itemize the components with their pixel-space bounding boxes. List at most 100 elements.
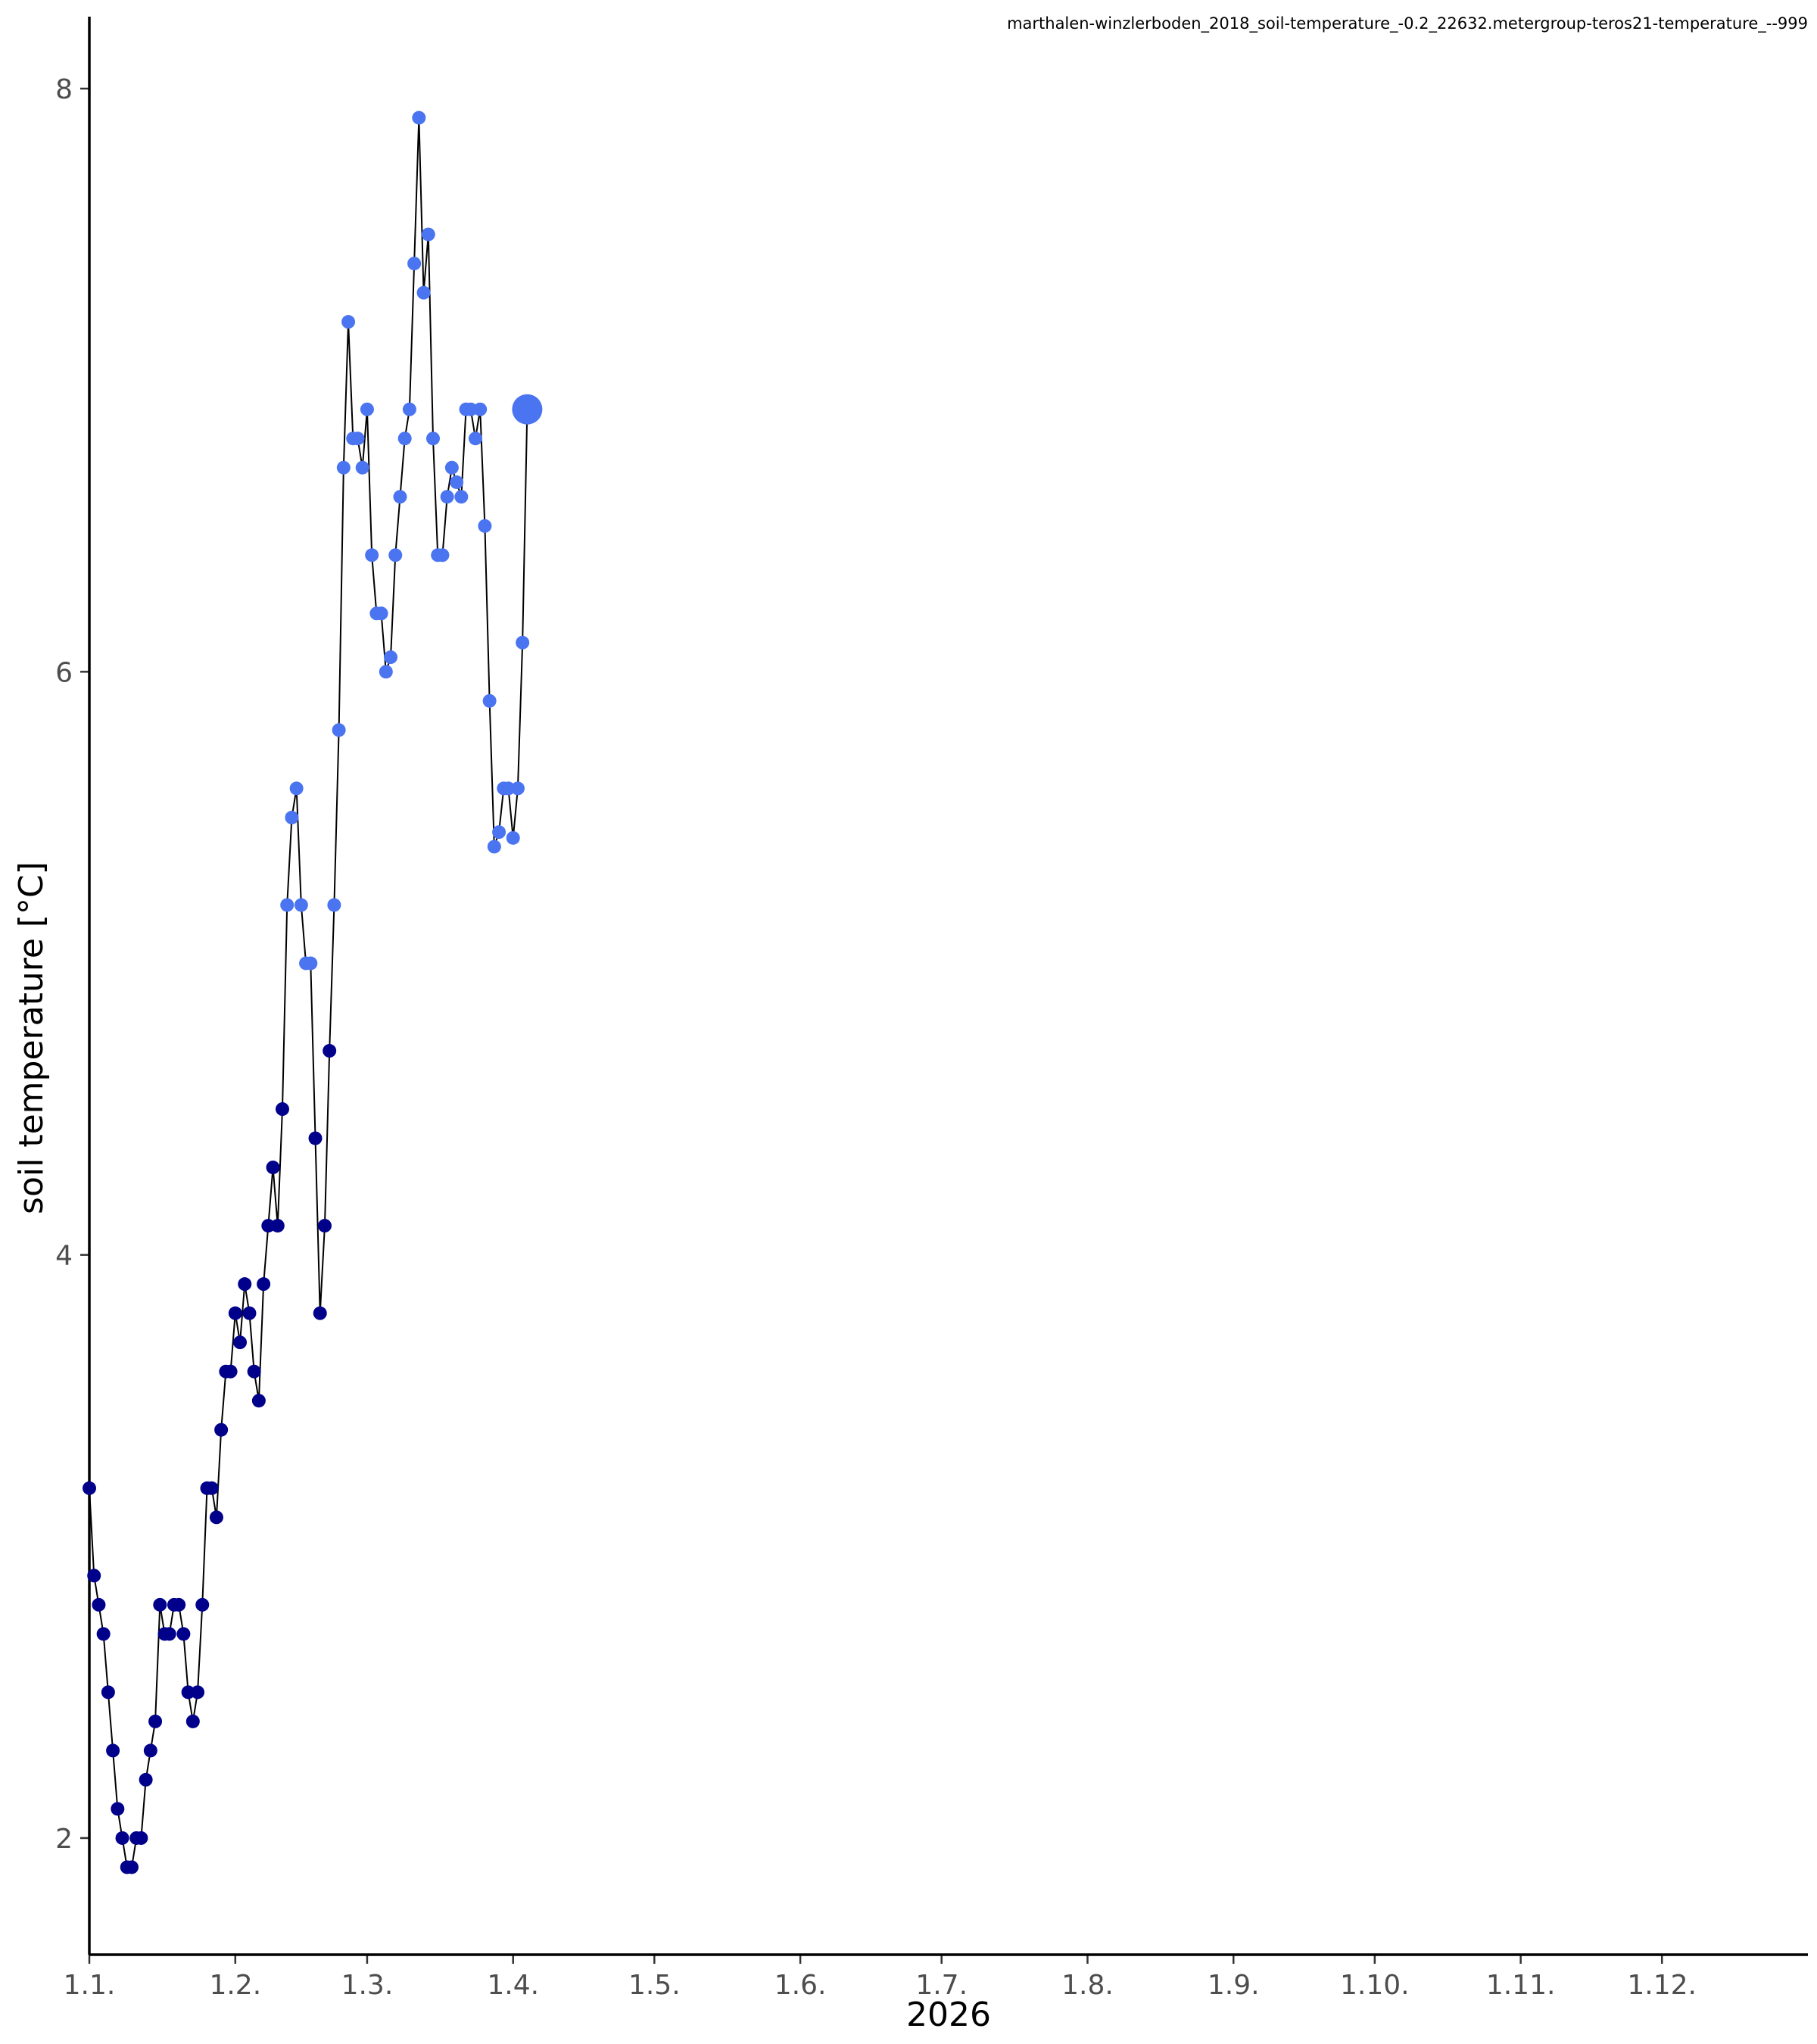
- data-point: [416, 285, 431, 300]
- data-point: [275, 1102, 289, 1117]
- data-point: [285, 810, 299, 824]
- data-point: [228, 1306, 242, 1320]
- data-point: [101, 1685, 115, 1700]
- data-point: [153, 1597, 167, 1612]
- data-point: [468, 432, 482, 446]
- data-point: [185, 1714, 200, 1728]
- data-point: [435, 548, 450, 562]
- data-point: [482, 693, 497, 708]
- x-tick-label: 1.2.: [209, 1970, 261, 2001]
- x-tick-label: 1.4.: [487, 1970, 539, 2001]
- data-point: [134, 1831, 148, 1845]
- data-point: [106, 1743, 120, 1758]
- data-point: [421, 227, 435, 241]
- data-point: [440, 490, 454, 504]
- data-point: [257, 1277, 271, 1292]
- data-point: [463, 402, 478, 416]
- data-point: [238, 1277, 252, 1292]
- y-tick-label: 4: [55, 1241, 73, 1272]
- data-point: [204, 1481, 219, 1495]
- data-point: [510, 781, 525, 796]
- x-tick-label: 1.5.: [628, 1970, 681, 2001]
- data-point: [266, 1161, 280, 1175]
- data-point: [247, 1364, 261, 1379]
- data-point: [313, 1306, 327, 1320]
- data-point: [124, 1860, 139, 1874]
- x-axis-ticks: 1.1. 1.2. 1.3. 1.4. 1.5. 1.6. 1.7. 1.8. 1.9. 1.10…: [64, 1955, 1697, 2001]
- data-point: [327, 898, 341, 912]
- data-point: [139, 1772, 153, 1787]
- data-point: [233, 1335, 248, 1350]
- x-axis-title: 2026: [906, 1996, 991, 2034]
- data-point: [365, 548, 379, 562]
- data-point: [341, 315, 356, 329]
- y-tick-label: 8: [55, 74, 73, 105]
- chart-subtitle: marthalen-winzlerboden_2018_soil-tempera…: [1007, 14, 1808, 33]
- data-point: [83, 1481, 96, 1495]
- data-point: [351, 432, 365, 446]
- data-point: [176, 1627, 191, 1641]
- data-point: [379, 665, 393, 679]
- x-tick-label: 1.10.: [1340, 1970, 1410, 2001]
- data-point: [487, 840, 501, 854]
- data-point: [289, 781, 304, 796]
- data-point: [270, 1219, 285, 1233]
- data-point: [317, 1219, 332, 1233]
- data-point: [308, 1131, 323, 1145]
- data-point: [478, 519, 492, 533]
- data-point: [501, 781, 516, 796]
- data-point: [181, 1685, 195, 1700]
- data-point: [96, 1627, 111, 1641]
- data-point: [242, 1306, 257, 1320]
- x-tick-label: 1.11.: [1486, 1970, 1556, 2001]
- data-point: [92, 1597, 106, 1612]
- data-point: [87, 1569, 101, 1583]
- data-point: [412, 111, 426, 125]
- data-point: [450, 475, 464, 489]
- data-point: [407, 257, 422, 271]
- data-point: [251, 1394, 266, 1408]
- data-point: [195, 1597, 210, 1612]
- x-tick-label: 1.7.: [915, 1970, 968, 2001]
- y-axis-ticks: 2 4 6 8: [55, 74, 89, 1855]
- data-point: [191, 1685, 205, 1700]
- data-point: [162, 1627, 176, 1641]
- x-tick-label: 1.6.: [774, 1970, 827, 2001]
- data-point: [397, 432, 412, 446]
- x-tick-label: 1.1.: [64, 1970, 116, 2001]
- data-point: [304, 956, 318, 971]
- temperature-points: [83, 111, 543, 1874]
- x-tick-label: 1.8.: [1061, 1970, 1114, 2001]
- data-point: [393, 490, 407, 504]
- x-tick-label: 1.3.: [341, 1970, 394, 2001]
- data-point: [374, 606, 388, 621]
- data-point: [214, 1422, 229, 1437]
- data-point: [426, 432, 440, 446]
- data-point: [223, 1364, 238, 1379]
- data-point: [506, 830, 520, 845]
- data-point: [294, 898, 308, 912]
- x-tick-label: 1.9.: [1208, 1970, 1260, 2001]
- data-point: [473, 402, 488, 416]
- data-point: [115, 1831, 129, 1845]
- data-point: [332, 723, 346, 737]
- x-tick-label: 1.12.: [1627, 1970, 1697, 2001]
- data-point: [261, 1219, 276, 1233]
- data-point: [388, 548, 403, 562]
- data-point: [492, 825, 506, 840]
- data-point: [280, 898, 295, 912]
- data-point: [209, 1510, 223, 1525]
- data-point: [360, 402, 374, 416]
- y-axis-title: soil temperature [°C]: [12, 862, 51, 1214]
- data-point: [355, 460, 369, 475]
- data-point: [323, 1044, 337, 1058]
- data-point: [402, 402, 416, 416]
- data-point: [454, 490, 469, 504]
- data-point: [384, 650, 398, 665]
- data-point: [516, 635, 530, 650]
- data-point: [143, 1743, 157, 1758]
- y-tick-label: 2: [55, 1824, 73, 1855]
- data-point: [444, 460, 459, 475]
